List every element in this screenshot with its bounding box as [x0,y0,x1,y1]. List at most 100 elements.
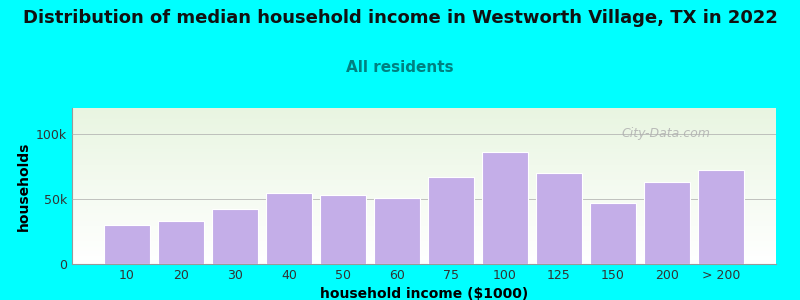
Bar [72,132,776,133]
Bar [104,225,150,264]
Bar [72,160,776,161]
Bar [72,178,776,179]
Bar [72,118,776,119]
Bar [72,137,776,138]
Bar [72,151,776,152]
Bar [72,130,776,131]
Bar [72,183,776,184]
Bar [72,179,776,180]
Bar [698,170,744,264]
Bar [72,148,776,149]
Bar [72,120,776,121]
Bar [72,136,776,137]
Bar [72,261,776,262]
Bar [72,205,776,206]
Bar [72,206,776,207]
Bar [72,162,776,163]
Bar [72,153,776,154]
Bar [72,108,776,109]
Bar [72,182,776,183]
Bar [72,134,776,135]
Bar [644,182,690,264]
Bar [72,173,776,174]
Bar [212,209,258,264]
Bar [72,156,776,157]
Bar [72,142,776,143]
Bar [72,124,776,125]
Bar [72,234,776,235]
Bar [72,116,776,117]
Bar [72,141,776,142]
Bar [72,242,776,243]
Y-axis label: households: households [17,141,30,231]
Bar [72,255,776,256]
Bar [72,201,776,202]
Bar [72,202,776,203]
Bar [72,262,776,263]
Bar [72,263,776,264]
Bar [72,254,776,255]
Bar [72,158,776,159]
Bar [72,121,776,122]
Bar [72,150,776,151]
Bar [72,224,776,225]
Bar [72,215,776,216]
Bar [72,164,776,165]
Bar [72,149,776,150]
Bar [72,228,776,229]
Bar [72,115,776,116]
Bar [72,194,776,195]
Bar [72,218,776,219]
Bar [72,167,776,168]
Bar [72,252,776,253]
Bar [72,203,776,204]
Bar [72,109,776,110]
Bar [72,222,776,223]
Bar [72,231,776,232]
Bar [72,220,776,221]
Bar [72,138,776,139]
Bar [72,111,776,112]
Bar [72,126,776,127]
Bar [72,155,776,156]
Bar [72,112,776,113]
Bar [374,198,420,264]
Bar [72,232,776,233]
Bar [72,210,776,211]
Bar [72,133,776,134]
Bar [72,237,776,238]
Bar [72,245,776,246]
Bar [72,212,776,213]
Bar [72,198,776,199]
Bar [72,157,776,158]
Bar [72,197,776,198]
Bar [72,192,776,193]
Bar [72,146,776,147]
Bar [72,174,776,175]
Text: All residents: All residents [346,60,454,75]
Bar [72,123,776,124]
Bar [482,152,528,264]
Bar [72,193,776,194]
Bar [72,131,776,132]
Bar [72,256,776,257]
Bar [72,196,776,197]
Bar [72,186,776,187]
Bar [72,236,776,237]
Bar [72,195,776,196]
Bar [72,128,776,129]
Bar [320,195,366,264]
Bar [72,191,776,192]
Bar [72,135,776,136]
Bar [158,221,204,264]
Bar [72,225,776,226]
Bar [72,140,776,141]
Bar [72,181,776,182]
Bar [72,249,776,250]
Bar [72,147,776,148]
Bar [428,177,474,264]
Bar [72,208,776,209]
Bar [72,184,776,185]
Bar [72,117,776,118]
Bar [72,113,776,114]
